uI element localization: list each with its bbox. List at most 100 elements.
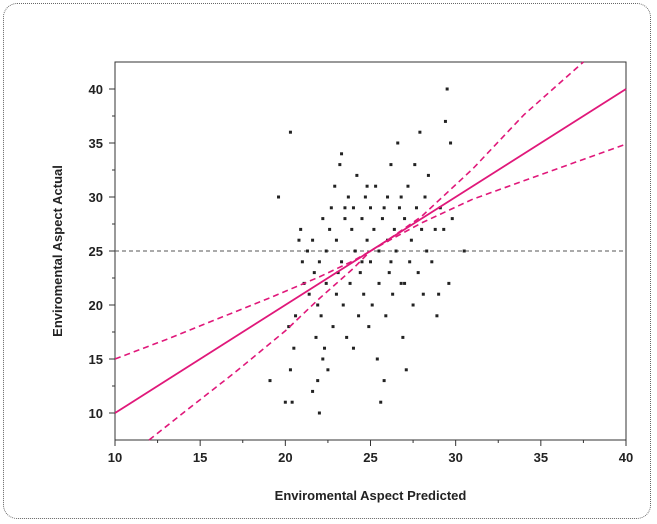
x-tick-label: 35 <box>534 450 548 465</box>
data-point <box>450 217 454 221</box>
data-point <box>351 206 355 210</box>
data-point <box>404 368 408 372</box>
data-point <box>360 217 364 221</box>
data-point <box>353 249 357 253</box>
data-point <box>394 249 398 253</box>
data-point <box>433 227 437 231</box>
data-point <box>399 195 403 199</box>
data-point <box>380 217 384 221</box>
data-point <box>389 260 393 264</box>
data-point <box>316 303 320 307</box>
data-point <box>447 281 451 285</box>
data-point <box>314 335 318 339</box>
data-point <box>311 389 315 393</box>
data-point <box>287 325 291 329</box>
data-point <box>399 281 403 285</box>
data-point <box>343 206 347 210</box>
data-point <box>297 238 301 242</box>
data-point <box>346 195 350 199</box>
data-point <box>305 249 309 253</box>
data-point <box>300 260 304 264</box>
data-point <box>268 379 272 383</box>
data-point <box>408 260 412 264</box>
data-point <box>411 303 415 307</box>
data-point <box>369 260 372 264</box>
x-tick-label: 25 <box>363 450 377 465</box>
x-tick-label: 30 <box>448 450 462 465</box>
data-point <box>413 163 417 167</box>
data-point <box>341 303 345 307</box>
x-tick-label: 40 <box>619 450 633 465</box>
data-point <box>442 227 446 231</box>
data-point <box>367 325 371 329</box>
confidence-band-lower <box>148 143 627 441</box>
data-point <box>360 260 364 264</box>
data-point <box>299 227 303 231</box>
data-point <box>317 411 321 415</box>
data-point <box>334 238 338 242</box>
data-point <box>372 227 376 231</box>
data-point <box>386 195 390 199</box>
data-point <box>338 163 342 167</box>
data-point <box>323 346 327 350</box>
data-point <box>369 206 372 210</box>
data-point <box>377 281 381 285</box>
data-point <box>425 249 429 253</box>
chart-frame <box>3 3 651 519</box>
data-point <box>437 292 441 296</box>
data-point <box>355 173 359 177</box>
data-point <box>321 217 325 221</box>
data-point <box>387 271 391 275</box>
data-point <box>377 249 381 253</box>
data-point <box>406 184 410 188</box>
data-point <box>277 195 281 199</box>
data-point <box>326 368 330 372</box>
data-point <box>403 217 407 221</box>
data-point <box>421 292 425 296</box>
data-point <box>384 314 388 318</box>
x-axis-label: Enviromental Aspect Predicted <box>275 488 467 503</box>
data-point <box>294 314 298 318</box>
data-point <box>311 238 315 242</box>
data-point <box>389 163 393 167</box>
y-tick-label: 15 <box>89 352 103 367</box>
data-point <box>343 217 347 221</box>
data-point <box>435 314 439 318</box>
data-point <box>375 357 379 361</box>
data-point <box>348 281 352 285</box>
data-point <box>438 206 442 210</box>
y-tick-label: 25 <box>89 244 103 259</box>
data-point <box>391 292 395 296</box>
data-point <box>418 130 422 134</box>
data-point <box>317 260 321 264</box>
data-point <box>382 206 386 210</box>
data-point <box>331 325 335 329</box>
data-point <box>409 238 413 242</box>
data-point <box>345 335 349 339</box>
data-point <box>316 379 320 383</box>
y-tick-label: 30 <box>89 190 103 205</box>
data-point <box>365 184 369 188</box>
data-point <box>392 227 396 231</box>
data-point <box>401 335 405 339</box>
data-point <box>403 281 407 285</box>
data-point <box>396 141 400 145</box>
data-point <box>336 271 340 275</box>
data-point <box>445 87 449 91</box>
data-point <box>363 195 367 199</box>
data-point <box>449 141 453 145</box>
confidence-band-upper <box>114 61 584 360</box>
data-point <box>319 314 323 318</box>
data-point <box>292 346 296 350</box>
fit-line <box>114 88 627 414</box>
data-point <box>374 184 378 188</box>
data-point <box>340 260 344 264</box>
data-point <box>324 281 328 285</box>
data-point <box>420 227 424 231</box>
data-point <box>379 400 383 404</box>
data-point <box>351 346 355 350</box>
data-point <box>365 238 369 242</box>
data-point <box>423 195 427 199</box>
x-tick-label: 20 <box>278 450 292 465</box>
